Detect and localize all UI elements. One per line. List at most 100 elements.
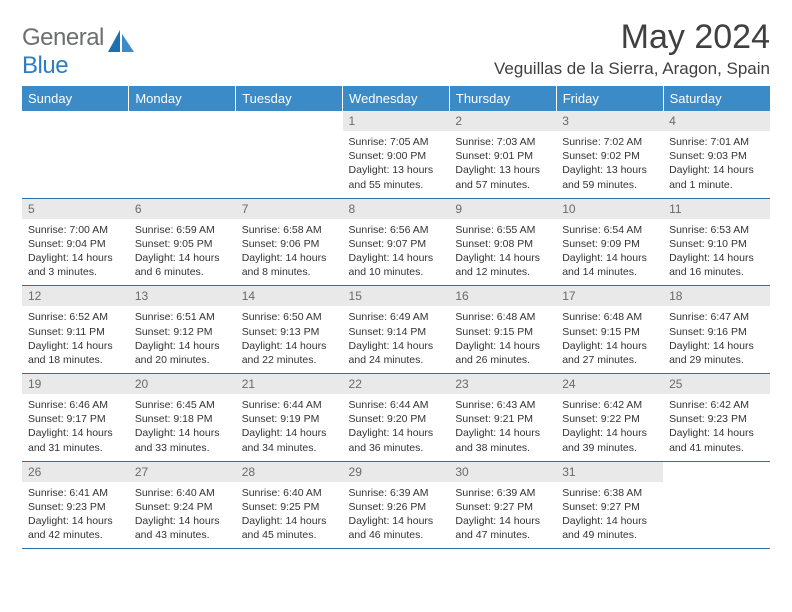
day-cell: 16Sunrise: 6:48 AMSunset: 9:15 PMDayligh… [449,286,556,374]
week-row: 5Sunrise: 7:00 AMSunset: 9:04 PMDaylight… [22,198,770,286]
sunrise-text: Sunrise: 6:42 AM [562,398,657,412]
day-number: 17 [556,286,663,306]
daylight-text: Daylight: 14 hours and 43 minutes. [135,514,230,542]
day-number: 29 [343,462,450,482]
sunrise-text: Sunrise: 6:58 AM [242,223,337,237]
day-number: 20 [129,374,236,394]
day-cell: 6Sunrise: 6:59 AMSunset: 9:05 PMDaylight… [129,198,236,286]
daylight-text: Daylight: 14 hours and 22 minutes. [242,339,337,367]
day-cell: 7 Sunrise: 6:58 AMSunset: 9:06 PMDaylight… [236,198,343,286]
day-number: 7 [236,199,343,219]
day-details: Sunrise: 6:53 AMSunset: 9:10 PMDaylight:… [663,219,770,286]
day-cell [22,111,129,198]
day-cell: 5Sunrise: 7:00 AMSunset: 9:04 PMDaylight… [22,198,129,286]
sunset-text: Sunset: 9:26 PM [349,500,444,514]
sunset-text: Sunset: 9:10 PM [669,237,764,251]
sunrise-text: Sunrise: 6:53 AM [669,223,764,237]
daylight-text: Daylight: 14 hours and 8 minutes. [242,251,337,279]
sunset-text: Sunset: 9:20 PM [349,412,444,426]
sunrise-text: Sunrise: 6:50 AM [242,310,337,324]
day-details: Sunrise: 7:03 AMSunset: 9:01 PMDaylight:… [449,131,556,198]
day-number: 23 [449,374,556,394]
sunrise-text: Sunrise: 6:51 AM [135,310,230,324]
sunset-text: Sunset: 9:11 PM [28,325,123,339]
daylight-text: Daylight: 14 hours and 10 minutes. [349,251,444,279]
day-number: 6 [129,199,236,219]
dayhead-wed: Wednesday [343,86,450,111]
sunrise-text: Sunrise: 6:41 AM [28,486,123,500]
day-number: 26 [22,462,129,482]
sunset-text: Sunset: 9:06 PM [242,237,337,251]
sunrise-text: Sunrise: 6:40 AM [135,486,230,500]
daylight-text: Daylight: 14 hours and 38 minutes. [455,426,550,454]
day-cell: 11Sunrise: 6:53 AMSunset: 9:10 PMDayligh… [663,198,770,286]
sunrise-text: Sunrise: 6:52 AM [28,310,123,324]
sunset-text: Sunset: 9:15 PM [455,325,550,339]
day-details: Sunrise: 6:39 AMSunset: 9:27 PMDaylight:… [449,482,556,549]
day-header-row: Sunday Monday Tuesday Wednesday Thursday… [22,86,770,111]
daylight-text: Daylight: 14 hours and 24 minutes. [349,339,444,367]
brand-part1: General [22,24,104,51]
day-cell: 10Sunrise: 6:54 AMSunset: 9:09 PMDayligh… [556,198,663,286]
daylight-text: Daylight: 14 hours and 20 minutes. [135,339,230,367]
day-cell: 28Sunrise: 6:40 AMSunset: 9:25 PMDayligh… [236,461,343,549]
sunrise-text: Sunrise: 7:05 AM [349,135,444,149]
day-details: Sunrise: 6:41 AMSunset: 9:23 PMDaylight:… [22,482,129,549]
sunset-text: Sunset: 9:23 PM [28,500,123,514]
sunrise-text: Sunrise: 6:40 AM [242,486,337,500]
sunset-text: Sunset: 9:13 PM [242,325,337,339]
week-row: 1Sunrise: 7:05 AMSunset: 9:00 PMDaylight… [22,111,770,198]
day-cell [129,111,236,198]
sunset-text: Sunset: 9:27 PM [455,500,550,514]
sunrise-text: Sunrise: 6:44 AM [242,398,337,412]
day-number [22,111,129,131]
sunrise-text: Sunrise: 7:00 AM [28,223,123,237]
day-details [129,131,236,185]
sunset-text: Sunset: 9:19 PM [242,412,337,426]
brand-logo: General Blue [22,24,136,80]
daylight-text: Daylight: 14 hours and 6 minutes. [135,251,230,279]
sunrise-text: Sunrise: 6:39 AM [455,486,550,500]
daylight-text: Daylight: 14 hours and 3 minutes. [28,251,123,279]
sunset-text: Sunset: 9:05 PM [135,237,230,251]
day-details: Sunrise: 6:39 AMSunset: 9:26 PMDaylight:… [343,482,450,549]
day-details: Sunrise: 6:52 AMSunset: 9:11 PMDaylight:… [22,306,129,373]
sunrise-text: Sunrise: 6:48 AM [455,310,550,324]
week-row: 12Sunrise: 6:52 AMSunset: 9:11 PMDayligh… [22,286,770,374]
dayhead-mon: Monday [129,86,236,111]
day-number: 4 [663,111,770,131]
day-details: Sunrise: 6:40 AMSunset: 9:25 PMDaylight:… [236,482,343,549]
day-number: 13 [129,286,236,306]
day-cell: 30Sunrise: 6:39 AMSunset: 9:27 PMDayligh… [449,461,556,549]
daylight-text: Daylight: 14 hours and 14 minutes. [562,251,657,279]
sunset-text: Sunset: 9:22 PM [562,412,657,426]
day-details: Sunrise: 7:01 AMSunset: 9:03 PMDaylight:… [663,131,770,198]
day-details: Sunrise: 6:44 AMSunset: 9:19 PMDaylight:… [236,394,343,461]
dayhead-tue: Tuesday [236,86,343,111]
day-cell: 15Sunrise: 6:49 AMSunset: 9:14 PMDayligh… [343,286,450,374]
day-details: Sunrise: 6:54 AMSunset: 9:09 PMDaylight:… [556,219,663,286]
daylight-text: Daylight: 13 hours and 55 minutes. [349,163,444,191]
day-number: 14 [236,286,343,306]
daylight-text: Daylight: 14 hours and 36 minutes. [349,426,444,454]
daylight-text: Daylight: 14 hours and 42 minutes. [28,514,123,542]
week-row: 19Sunrise: 6:46 AMSunset: 9:17 PMDayligh… [22,374,770,462]
day-number: 8 [343,199,450,219]
day-number: 22 [343,374,450,394]
daylight-text: Daylight: 14 hours and 12 minutes. [455,251,550,279]
day-number: 25 [663,374,770,394]
day-number: 12 [22,286,129,306]
sunrise-text: Sunrise: 6:48 AM [562,310,657,324]
day-details: Sunrise: 6:42 AMSunset: 9:23 PMDaylight:… [663,394,770,461]
day-details [22,131,129,185]
day-details: Sunrise: 7:00 AMSunset: 9:04 PMDaylight:… [22,219,129,286]
day-cell: 17Sunrise: 6:48 AMSunset: 9:15 PMDayligh… [556,286,663,374]
day-number: 19 [22,374,129,394]
day-details: Sunrise: 7:02 AMSunset: 9:02 PMDaylight:… [556,131,663,198]
sunset-text: Sunset: 9:08 PM [455,237,550,251]
day-details: Sunrise: 6:47 AMSunset: 9:16 PMDaylight:… [663,306,770,373]
day-cell: 29Sunrise: 6:39 AMSunset: 9:26 PMDayligh… [343,461,450,549]
day-cell: 13Sunrise: 6:51 AMSunset: 9:12 PMDayligh… [129,286,236,374]
sunset-text: Sunset: 9:21 PM [455,412,550,426]
day-cell: 21Sunrise: 6:44 AMSunset: 9:19 PMDayligh… [236,374,343,462]
